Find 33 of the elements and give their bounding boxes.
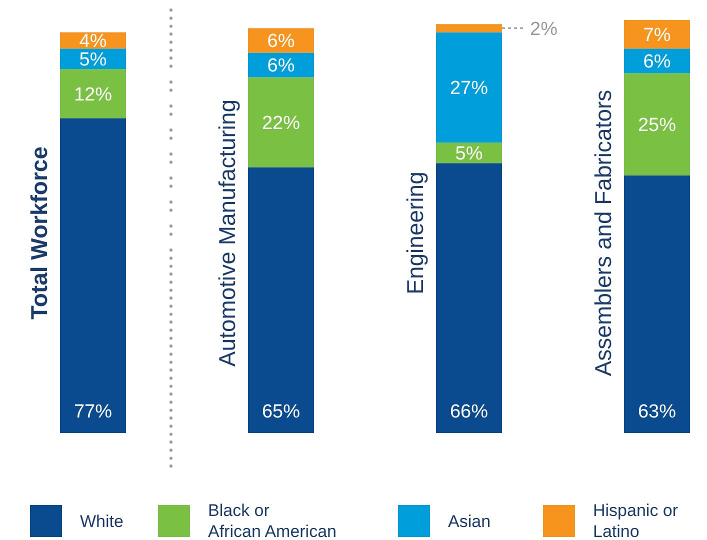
legend-label: Black or African American bbox=[208, 500, 336, 540]
x-tick-label: Total Workforce bbox=[26, 146, 52, 320]
data-label: 7% bbox=[643, 24, 671, 46]
data-label: 77% bbox=[74, 402, 112, 423]
data-label: 65% bbox=[262, 402, 300, 423]
bar bbox=[624, 175, 690, 433]
data-label: 6% bbox=[267, 56, 295, 77]
data-label: 25% bbox=[638, 114, 676, 136]
data-label: 6% bbox=[267, 31, 295, 52]
bar bbox=[436, 24, 502, 32]
bar bbox=[624, 73, 690, 176]
bar bbox=[624, 20, 690, 49]
data-label: 22% bbox=[262, 112, 300, 134]
bar bbox=[60, 69, 126, 118]
bar bbox=[248, 77, 314, 168]
data-label: 5% bbox=[455, 144, 483, 165]
bar bbox=[248, 28, 314, 53]
data-label: 12% bbox=[74, 84, 112, 106]
data-label: 6% bbox=[643, 52, 671, 73]
data-label: 27% bbox=[450, 78, 488, 100]
bar bbox=[436, 32, 502, 143]
x-tick-label: Engineering bbox=[402, 172, 428, 294]
x-tick-label: Assemblers and Fabricators bbox=[590, 90, 616, 376]
x-tick-label: Automotive Manufacturing bbox=[214, 99, 240, 367]
bar bbox=[436, 163, 502, 433]
legend-label: Asian bbox=[448, 512, 491, 531]
bar bbox=[248, 167, 314, 433]
legend-label: Hispanic or Latino bbox=[593, 500, 678, 540]
data-label: 66% bbox=[450, 402, 488, 423]
data-label: 2% bbox=[530, 18, 558, 40]
legend-label: White bbox=[80, 512, 124, 531]
bar bbox=[60, 118, 126, 433]
data-label: 63% bbox=[638, 402, 676, 423]
